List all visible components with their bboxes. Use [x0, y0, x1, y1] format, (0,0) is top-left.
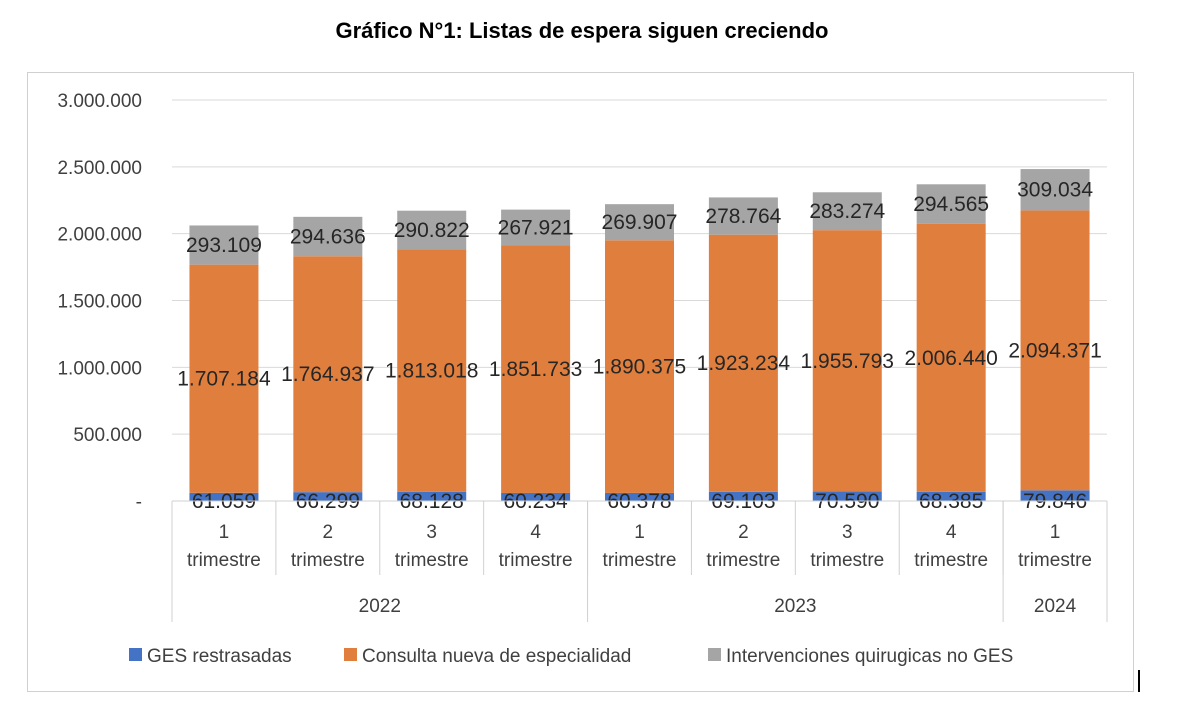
bar-ges [293, 492, 363, 501]
data-label: 269.907 [602, 211, 678, 234]
data-label: 294.565 [913, 193, 989, 216]
x-tick-label: trimestre [291, 550, 365, 571]
bar-ges [501, 492, 571, 501]
bar-intervenciones [1020, 169, 1090, 211]
data-label: 1.813.018 [385, 360, 478, 383]
bar-intervenciones [501, 209, 571, 246]
bar-intervenciones [397, 210, 467, 250]
x-tick-number: 4 [946, 522, 957, 543]
data-label: 267.921 [498, 217, 574, 240]
x-tick-number: 2 [738, 522, 749, 543]
data-label: 309.034 [1017, 179, 1093, 202]
chart-title: Gráfico N°1: Listas de espera siguen cre… [335, 18, 829, 43]
bar-consulta [397, 249, 467, 492]
data-label: 1.764.937 [281, 363, 374, 386]
data-label: 1.955.793 [801, 350, 894, 373]
x-tick-label: trimestre [914, 550, 988, 571]
legend-label: Consulta nueva de especialidad [362, 646, 631, 667]
bar-consulta [812, 230, 882, 492]
bar-consulta [708, 234, 778, 492]
bar-consulta [293, 256, 363, 493]
data-label: 293.109 [186, 234, 262, 257]
legend-swatch [129, 648, 142, 661]
data-label: 1.890.375 [593, 356, 686, 379]
bar-consulta [501, 245, 571, 493]
data-label: 294.636 [290, 226, 366, 249]
data-label: 1.923.234 [697, 352, 791, 375]
bar-ges [916, 491, 986, 501]
bar-ges [1020, 490, 1090, 501]
legend-label: Intervenciones quirugicas no GES [726, 646, 1013, 667]
chart-frame [27, 72, 1134, 692]
y-tick-label: 1.500.000 [57, 292, 142, 313]
bar-intervenciones [189, 225, 259, 265]
data-label: 2.094.371 [1008, 339, 1101, 362]
legend-swatch [344, 648, 357, 661]
data-label: 1.707.184 [177, 368, 271, 391]
x-tick-label: trimestre [499, 550, 573, 571]
y-tick-label: 3.000.000 [57, 91, 142, 112]
bar-ges [708, 491, 778, 501]
x-tick-label: trimestre [810, 550, 884, 571]
x-group-label: 2023 [774, 596, 816, 617]
x-tick-number: 3 [426, 522, 437, 543]
data-label: 278.764 [705, 205, 781, 228]
legend-label: GES restrasadas [147, 646, 292, 667]
y-tick-label: - [136, 492, 142, 513]
x-tick-number: 2 [323, 522, 334, 543]
bar-consulta [916, 223, 986, 492]
bar-ges [605, 492, 674, 501]
x-group-label: 2024 [1034, 596, 1077, 617]
x-tick-label: trimestre [187, 550, 261, 571]
bar-ges [397, 491, 467, 501]
x-tick-label: trimestre [1018, 550, 1092, 571]
legend-swatch [708, 648, 721, 661]
bar-intervenciones [708, 197, 778, 235]
bar-intervenciones [916, 184, 986, 224]
x-tick-label: trimestre [706, 550, 780, 571]
bar-consulta [189, 264, 259, 493]
x-tick-number: 1 [219, 522, 230, 543]
bar-consulta [1020, 210, 1090, 491]
x-tick-number: 4 [530, 522, 541, 543]
x-tick-number: 1 [1050, 522, 1061, 543]
x-tick-label: trimestre [603, 550, 677, 571]
x-group-label: 2022 [359, 596, 401, 617]
bar-intervenciones [605, 204, 674, 241]
bar-ges [812, 491, 882, 501]
bar-intervenciones [812, 192, 882, 231]
data-label: 283.274 [809, 200, 885, 223]
x-tick-number: 3 [842, 522, 853, 543]
x-tick-label: trimestre [395, 550, 469, 571]
y-tick-label: 2.000.000 [57, 225, 142, 246]
y-tick-label: 2.500.000 [57, 158, 142, 179]
bar-consulta [605, 240, 674, 493]
x-tick-number: 1 [634, 522, 645, 543]
data-label: 1.851.733 [489, 358, 582, 381]
data-label: 2.006.440 [904, 347, 997, 370]
bar-ges [189, 492, 259, 501]
text-cursor [1138, 670, 1140, 692]
data-label: 290.822 [394, 219, 470, 242]
y-tick-label: 1.000.000 [57, 358, 142, 379]
y-tick-label: 500.000 [73, 425, 142, 446]
bar-intervenciones [293, 216, 363, 257]
